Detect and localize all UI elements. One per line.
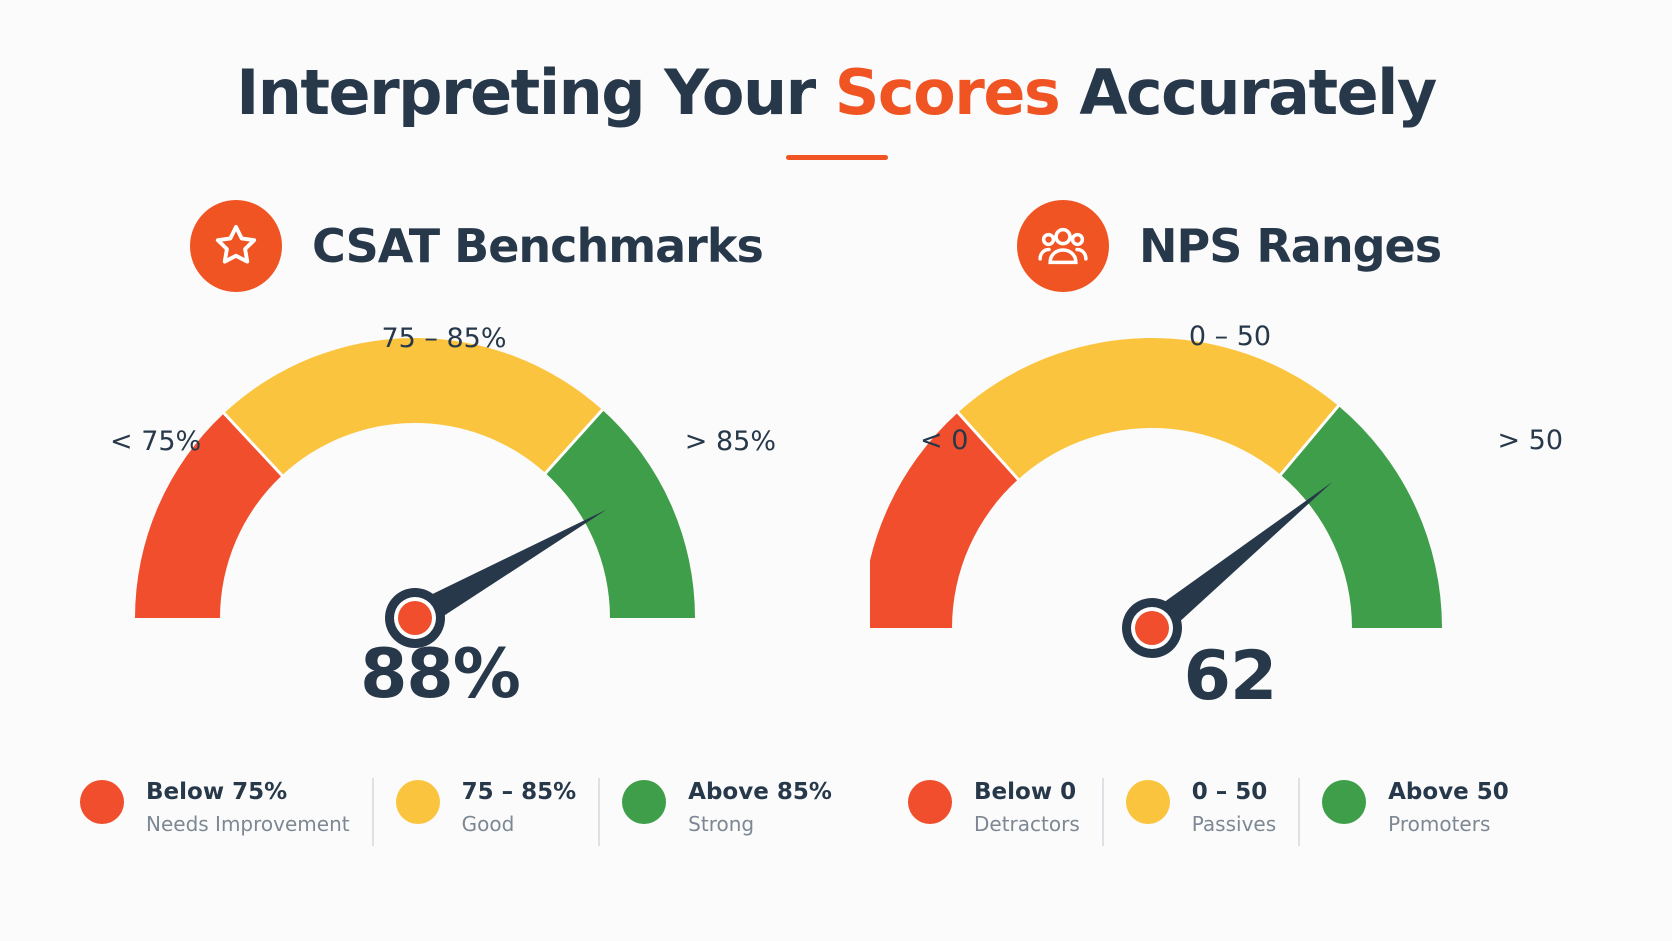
csat-band-middle	[224, 338, 603, 476]
legend-item: Above 50 Promoters	[1322, 778, 1509, 848]
csat-left-label: < 75%	[110, 426, 201, 457]
legend-range: Above 85%	[688, 779, 832, 805]
nps-top-label: 0 – 50	[1189, 321, 1271, 352]
nps-needle	[1143, 481, 1333, 639]
legend-dot-red	[80, 780, 124, 824]
legend-dot-yellow	[395, 780, 440, 824]
nps-score: 62	[1183, 637, 1278, 716]
csat-header: CSAT Benchmarks	[190, 200, 764, 292]
legend-item: Below 75% Needs Improvement	[80, 778, 350, 848]
nps-band-middle	[957, 338, 1339, 480]
csat-right-label: > 85%	[685, 426, 776, 457]
csat-needle-hub-center	[398, 601, 432, 635]
legend-desc: Strong	[688, 812, 755, 836]
star-icon	[190, 200, 282, 292]
legend-desc: Good	[461, 812, 515, 836]
legend-dot-green	[622, 780, 667, 824]
csat-band-above	[545, 409, 695, 618]
nps-legend: Below 0 Detractors 0 – 50 Passives Above…	[908, 778, 1509, 848]
nps-right-label: > 50	[1497, 425, 1563, 456]
legend-divider	[371, 778, 374, 846]
page-title: Interpreting Your Scores Accurately	[0, 56, 1672, 129]
legend-range: Below 0	[974, 779, 1077, 805]
legend-desc: Needs Improvement	[146, 812, 350, 836]
title-underline	[786, 155, 888, 160]
legend-divider	[1298, 778, 1301, 846]
users-icon	[1017, 200, 1109, 292]
legend-desc: Detractors	[974, 812, 1080, 836]
nps-band-below	[870, 412, 1019, 628]
csat-top-label: 75 – 85%	[381, 323, 506, 354]
legend-range: 0 – 50	[1191, 779, 1268, 805]
legend-range: Below 75%	[146, 779, 288, 805]
legend-dot-green	[1322, 780, 1367, 824]
csat-legend: Below 75% Needs Improvement 75 – 85% Goo…	[80, 778, 832, 848]
nps-header: NPS Ranges	[1017, 200, 1442, 292]
csat-band-below	[135, 413, 283, 618]
csat-heading: CSAT Benchmarks	[312, 219, 764, 273]
title-part-1: Interpreting Your	[236, 56, 835, 129]
title-part-2: Accurately	[1059, 56, 1437, 129]
nps-needle-hub-center	[1135, 611, 1169, 645]
csat-score: 88%	[360, 635, 521, 714]
nps-band-divider	[1278, 404, 1341, 477]
csat-band-divider	[222, 411, 284, 478]
legend-item: Below 0 Detractors	[908, 778, 1080, 848]
nps-band-divider	[956, 410, 1020, 482]
legend-dot-red	[908, 780, 952, 824]
csat-band-divider	[543, 408, 605, 475]
title-accent: Scores	[834, 56, 1061, 129]
nps-gauge: 0 – 50 < 0 > 50	[870, 321, 1563, 658]
legend-divider	[1101, 778, 1104, 846]
legend-dot-yellow	[1125, 780, 1170, 824]
legend-desc: Promoters	[1388, 812, 1491, 836]
csat-gauge: 75 – 85% < 75% > 85%	[110, 323, 776, 648]
nps-band-above	[1280, 405, 1442, 628]
legend-item: 75 – 85% Good	[395, 778, 577, 848]
legend-item: Above 85% Strong	[622, 778, 832, 848]
legend-desc: Passives	[1191, 812, 1277, 836]
csat-needle	[408, 509, 607, 631]
nps-heading: NPS Ranges	[1139, 219, 1442, 273]
legend-item: 0 – 50 Passives	[1125, 778, 1277, 848]
legend-range: Above 50	[1388, 779, 1509, 805]
legend-range: 75 – 85%	[461, 779, 577, 805]
legend-divider	[598, 778, 601, 846]
nps-left-label: < 0	[920, 425, 968, 456]
